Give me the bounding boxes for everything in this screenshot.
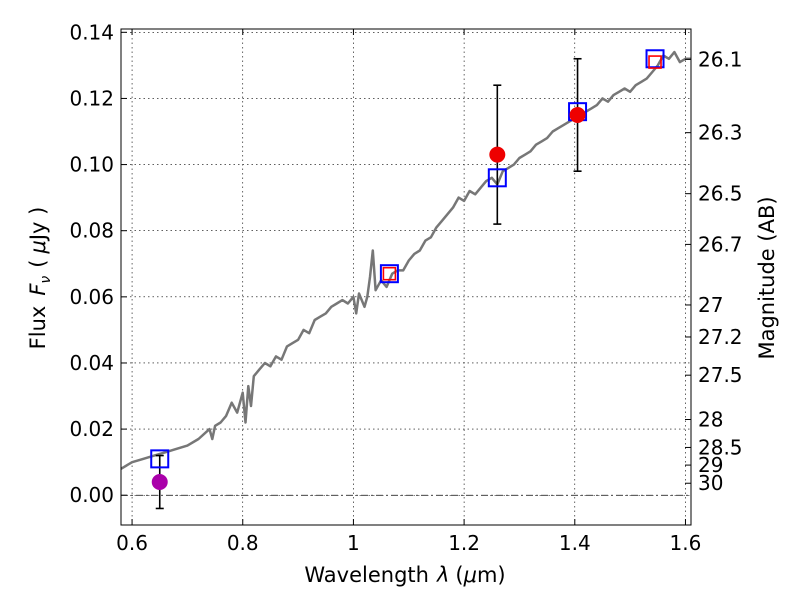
axes-frame: [120, 28, 692, 526]
model-point-blue-square: [379, 264, 399, 284]
x-tick-label: 1.6: [670, 531, 702, 555]
y2-tick-label: 27.5: [698, 363, 743, 387]
y2-tick-label: 30: [698, 471, 723, 495]
y-tick-label: 0.00: [69, 483, 114, 507]
y-tick-label: 0.12: [69, 86, 114, 110]
x-tick-label: 1.2: [448, 531, 480, 555]
y2-tick-label: 26.1: [698, 47, 743, 71]
y2-axis-label: Magnitude (AB): [755, 196, 779, 359]
y-tick-label: 0.10: [69, 153, 114, 177]
plot-area: [121, 49, 691, 510]
ticks: 0.6 0.8 1 1.2 1.4 1.6 0.00 0.02 0.04 0.06 0.08 0.10…: [69, 20, 742, 555]
x-axis-label: Wavelength λ (μm): [304, 563, 505, 587]
model-point-red-square: [382, 266, 397, 281]
model-point-blue-square: [487, 168, 507, 188]
y2-tick-label: 27.2: [698, 325, 743, 349]
y2-tick-label: 28: [698, 407, 723, 431]
y2-tick-label: 26.3: [698, 121, 743, 145]
model-point-blue-square: [645, 49, 665, 69]
y-tick-label: 0.08: [69, 219, 114, 243]
observed-point: [489, 146, 506, 163]
spectrum-line: [121, 50, 691, 470]
observed-point: [151, 474, 168, 491]
x-tick-label: 0.8: [227, 531, 259, 555]
y2-tick-label: 26.7: [698, 232, 743, 256]
y-tick-label: 0.14: [69, 20, 114, 44]
y-axis-label: FluxFν(μJy ): [26, 207, 54, 350]
plot-content: [121, 50, 691, 470]
y-tick-label: 0.02: [69, 417, 114, 441]
x-tick-label: 1: [347, 531, 360, 555]
y2-tick-label: 27: [698, 293, 723, 317]
y-tick-label: 0.06: [69, 285, 114, 309]
x-tick-label: 0.6: [116, 531, 148, 555]
y-tick-label: 0.04: [69, 351, 114, 375]
observed-point: [569, 106, 586, 123]
y2-tick-label: 28.5: [698, 435, 743, 459]
x-tick-label: 1.4: [559, 531, 591, 555]
model-point-blue-square: [150, 449, 170, 469]
y2-tick-label: 26.5: [698, 182, 743, 206]
y2-tick-label: 29: [698, 453, 723, 477]
model-point-red-square: [648, 55, 662, 69]
